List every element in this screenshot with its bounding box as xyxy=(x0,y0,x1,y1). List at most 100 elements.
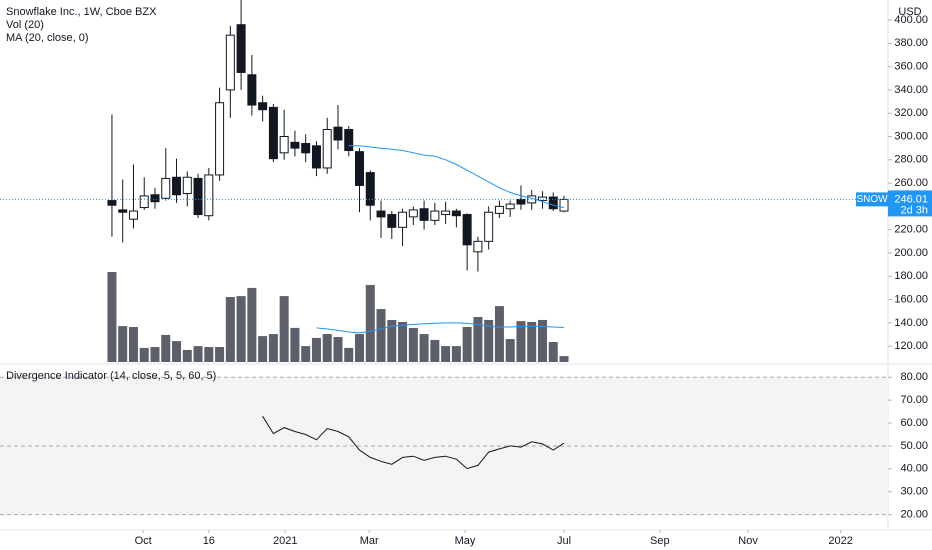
volume-bar xyxy=(118,326,128,362)
countdown-label: 2d 3h xyxy=(900,204,928,216)
indicator-line xyxy=(262,415,565,470)
candle-body xyxy=(430,210,440,221)
candle-body xyxy=(161,177,171,199)
candle-body xyxy=(365,172,375,206)
candle-body xyxy=(419,208,429,221)
candle-body xyxy=(376,210,386,218)
candle-body xyxy=(333,126,343,141)
volume-bar xyxy=(311,337,321,362)
candle-body xyxy=(408,209,418,218)
candle-body xyxy=(516,198,526,205)
volume-bar xyxy=(387,319,397,362)
volume-bar xyxy=(139,347,149,362)
candle-body xyxy=(537,196,547,202)
candle-body xyxy=(548,196,558,210)
x-tick-label: Nov xyxy=(738,535,758,547)
candle-body xyxy=(441,210,451,216)
volume-bar xyxy=(279,296,289,362)
y-tick-label: 400.00 xyxy=(894,14,928,26)
volume-bar xyxy=(344,347,354,362)
x-tick-label: Sep xyxy=(650,535,670,547)
candle-body xyxy=(279,136,289,154)
volume-bar xyxy=(537,319,547,362)
volume-bar xyxy=(494,306,504,362)
volume-bar xyxy=(430,339,440,362)
candle-body xyxy=(311,145,321,169)
x-tick-label: 2022 xyxy=(828,535,852,547)
volume-bar xyxy=(150,347,160,362)
volume-bar xyxy=(441,346,451,362)
volume-bar xyxy=(236,296,246,362)
indicator-y-tick-label: 50.00 xyxy=(900,440,928,452)
candle-body xyxy=(398,211,408,228)
volume-bar xyxy=(548,342,558,362)
volume-bar xyxy=(172,341,182,362)
candle-body xyxy=(215,102,225,176)
symbol-label: SNOW xyxy=(856,194,888,205)
ma-line xyxy=(348,145,565,209)
legend-volume: Vol (20) xyxy=(6,19,44,31)
candle-body xyxy=(193,177,203,216)
volume-bar xyxy=(408,327,418,362)
volume-bar xyxy=(419,334,429,362)
candle-body xyxy=(301,142,311,154)
volume-bar xyxy=(182,349,192,362)
y-tick-label: 280.00 xyxy=(894,154,928,166)
candle-body xyxy=(268,106,278,160)
volume-bar xyxy=(268,334,278,362)
candle-body xyxy=(204,174,214,217)
volume-bar xyxy=(290,327,300,362)
y-tick-label: 360.00 xyxy=(894,61,928,73)
volume-bar xyxy=(193,346,203,362)
y-tick-label: 300.00 xyxy=(894,130,928,142)
indicator-title: Divergence Indicator (14, close, 5, 5, 6… xyxy=(6,370,216,382)
y-tick-label: 380.00 xyxy=(894,37,928,49)
x-tick-label: Oct xyxy=(135,535,152,547)
volume-bar xyxy=(333,337,343,362)
candle-body xyxy=(344,129,354,151)
y-tick-label: 140.00 xyxy=(894,317,928,329)
candle-body xyxy=(559,198,569,212)
symbol-box xyxy=(856,192,888,207)
x-tick-label: May xyxy=(455,535,476,547)
volume-bar xyxy=(107,272,117,362)
volume-bar xyxy=(128,327,138,362)
volume-bar xyxy=(258,336,268,362)
indicator-y-tick-label: 80.00 xyxy=(900,371,928,383)
candle-body xyxy=(322,129,332,169)
candle-body xyxy=(387,214,397,228)
volume-bar xyxy=(462,327,472,362)
y-tick-label: 200.00 xyxy=(894,247,928,259)
candle-body xyxy=(494,205,504,214)
indicator-y-tick-label: 40.00 xyxy=(900,463,928,475)
last-price-label: 246.01 xyxy=(894,193,928,205)
candle-body xyxy=(107,200,117,206)
candle-body xyxy=(484,211,494,242)
candle-body xyxy=(258,102,268,111)
currency: USD xyxy=(898,6,921,18)
y-tick-label: 260.00 xyxy=(894,177,928,189)
volume-ma-line xyxy=(316,322,565,334)
x-tick-label: Mar xyxy=(360,535,379,547)
volume-bar xyxy=(376,309,386,362)
candle-body xyxy=(225,34,235,91)
volume-bar xyxy=(355,334,365,362)
volume-bar xyxy=(559,356,569,362)
indicator-y-tick-label: 20.00 xyxy=(900,509,928,521)
candle-body xyxy=(118,209,128,213)
volume-bar xyxy=(516,321,526,362)
volume-bar xyxy=(527,322,537,362)
y-tick-label: 180.00 xyxy=(894,270,928,282)
volume-bar xyxy=(365,284,375,362)
candle-body xyxy=(236,24,246,73)
x-tick-label: Jul xyxy=(557,535,571,547)
volume-bar xyxy=(505,339,515,362)
candle-body xyxy=(150,194,160,203)
y-tick-label: 120.00 xyxy=(894,340,928,352)
candle-body xyxy=(290,141,300,149)
candle-body xyxy=(462,214,472,246)
volume-bar xyxy=(484,319,494,362)
last-price-box xyxy=(888,190,932,217)
chart-title: Snowflake Inc., 1W, Cboe BZX xyxy=(6,6,157,18)
